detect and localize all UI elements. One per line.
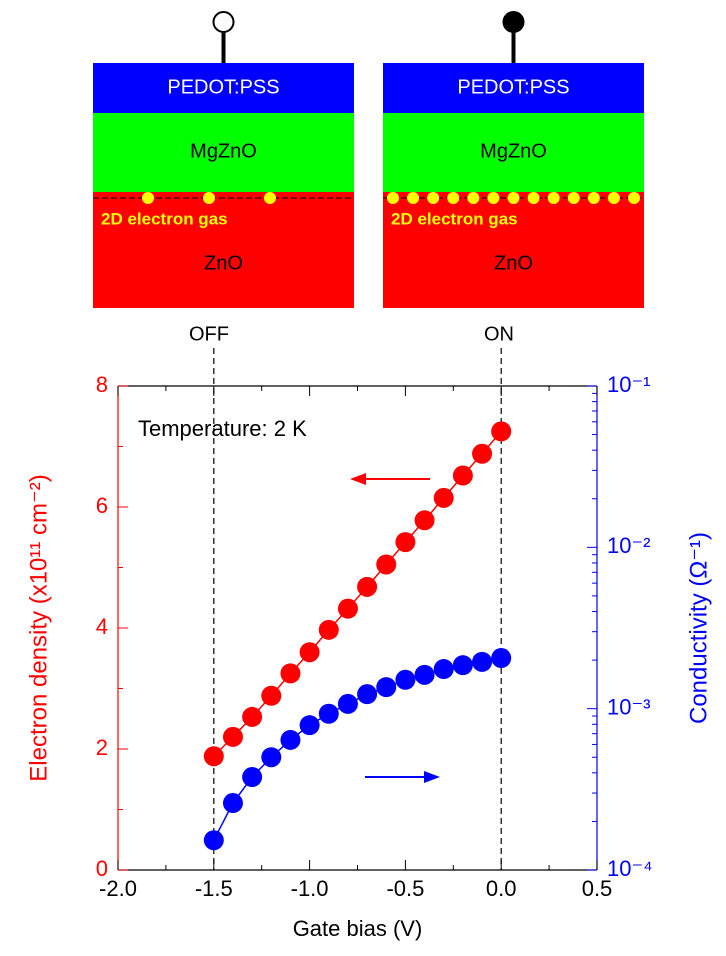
- layer-zno: [383, 192, 644, 308]
- data-point: [242, 767, 263, 788]
- data-point: [337, 693, 358, 714]
- layer-mgzno: [93, 113, 354, 192]
- x-tick-label: -1.0: [291, 876, 329, 901]
- state-label: ON: [484, 323, 514, 345]
- terminal: [502, 11, 525, 33]
- electron: [587, 192, 600, 204]
- y-tick-label: 0: [96, 856, 108, 881]
- data-point: [242, 706, 263, 727]
- data-point: [472, 443, 493, 464]
- data-point: [261, 685, 282, 706]
- electron: [567, 192, 580, 204]
- data-point: [376, 554, 397, 575]
- data-point: [299, 715, 320, 736]
- annotation: Temperature: 2 K: [138, 416, 307, 441]
- data-point: [357, 576, 378, 597]
- series-line: [213, 657, 502, 841]
- data-point: [491, 421, 512, 442]
- electron: [547, 192, 560, 204]
- data-point: [491, 648, 512, 669]
- data-point: [280, 663, 301, 684]
- data-point: [433, 487, 454, 508]
- data-point: [395, 532, 416, 553]
- data-point: [280, 729, 301, 750]
- gas-label: 2D electron gas: [391, 209, 518, 228]
- data-point: [433, 659, 454, 680]
- electron: [527, 192, 540, 204]
- electron: [387, 192, 399, 204]
- data-point: [395, 669, 416, 690]
- layer-label: ZnO: [494, 252, 533, 274]
- electron: [407, 192, 420, 204]
- layer-pedot: [383, 63, 644, 113]
- y2-tick-label: 10⁻³: [607, 694, 650, 719]
- electron: [628, 192, 640, 204]
- x-axis-title: Gate bias (V): [293, 916, 423, 941]
- layer-pedot: [93, 63, 354, 113]
- data-point: [299, 642, 320, 663]
- electron: [142, 192, 154, 204]
- layer-mgzno: [383, 113, 644, 192]
- data-point: [203, 830, 224, 851]
- arrow-head: [424, 771, 440, 783]
- y-tick-label: 4: [96, 614, 108, 639]
- y-axis-title: Electron density (x10¹¹ cm⁻²): [25, 474, 52, 781]
- electron: [447, 192, 460, 204]
- y-tick-label: 6: [96, 493, 108, 518]
- layer-label: ZnO: [204, 252, 243, 274]
- data-point: [318, 619, 339, 640]
- data-point: [414, 664, 435, 685]
- arrow-head: [350, 473, 366, 485]
- electron: [487, 192, 500, 204]
- data-point: [452, 465, 473, 486]
- data-point: [414, 510, 435, 531]
- gas-label: 2D electron gas: [101, 209, 228, 228]
- y2-tick-label: 10⁻⁴: [607, 856, 653, 881]
- electron: [203, 192, 215, 204]
- y2-tick-label: 10⁻¹: [607, 372, 650, 397]
- data-point: [318, 703, 339, 724]
- terminal: [212, 11, 235, 33]
- data-point: [472, 651, 493, 672]
- y-tick-label: 2: [96, 735, 108, 760]
- x-tick-label: 0.0: [486, 876, 517, 901]
- data-point: [203, 746, 224, 767]
- electron: [467, 192, 480, 204]
- electron: [507, 192, 520, 204]
- data-point: [376, 677, 397, 698]
- x-tick-label: 0.5: [582, 876, 613, 901]
- data-point: [222, 726, 243, 747]
- electron: [427, 192, 440, 204]
- data-point: [261, 747, 282, 768]
- layer-zno: [93, 192, 354, 308]
- layer-label: PEDOT:PSS: [457, 76, 569, 98]
- layer-label: MgZnO: [190, 140, 257, 162]
- x-tick-label: -2.0: [99, 876, 137, 901]
- y2-tick-label: 10⁻²: [607, 533, 650, 558]
- layer-label: PEDOT:PSS: [167, 76, 279, 98]
- series-line: [213, 430, 502, 757]
- layer-label: MgZnO: [480, 140, 547, 162]
- electron: [264, 192, 276, 204]
- data-point: [222, 793, 243, 814]
- x-tick-label: -0.5: [386, 876, 424, 901]
- y-tick-label: 8: [96, 372, 108, 397]
- x-tick-label: -1.5: [195, 876, 233, 901]
- electron: [607, 192, 620, 204]
- state-label: OFF: [189, 323, 229, 345]
- data-point: [452, 655, 473, 676]
- data-point: [337, 598, 358, 619]
- data-point: [357, 684, 378, 705]
- y2-axis-title: Conductivity (Ω⁻¹): [685, 532, 712, 724]
